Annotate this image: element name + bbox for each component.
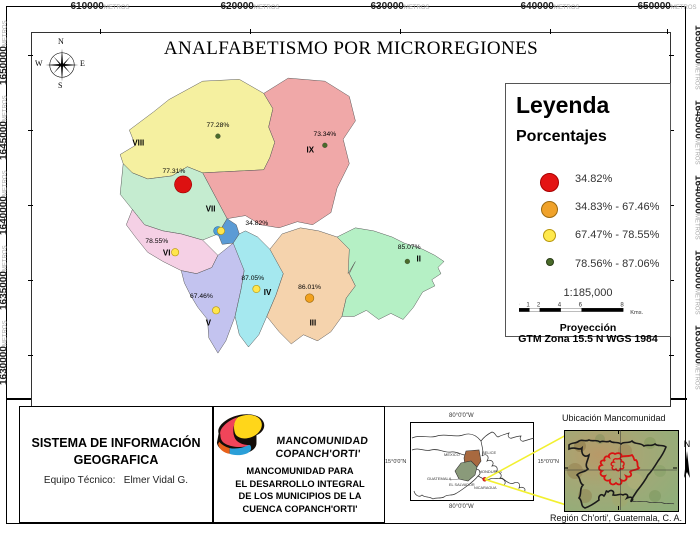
svg-text:1: 1: [526, 301, 530, 308]
svg-text:8: 8: [620, 301, 624, 308]
svg-text:2: 2: [537, 301, 541, 308]
svg-text:II: II: [417, 254, 421, 263]
svg-text:67.46%: 67.46%: [190, 293, 213, 300]
svg-text:73.34%: 73.34%: [313, 131, 336, 138]
svg-text:IX: IX: [307, 146, 315, 155]
svg-text:4: 4: [558, 301, 562, 308]
svg-text:BELICE: BELICE: [482, 450, 497, 455]
svg-text:III: III: [310, 319, 317, 328]
svg-text:VIII: VIII: [132, 138, 144, 147]
svg-text:6: 6: [579, 301, 583, 308]
svg-text:V: V: [206, 319, 212, 328]
svg-text:85.07%: 85.07%: [398, 244, 421, 251]
svg-text:34.82%: 34.82%: [245, 220, 268, 227]
svg-text:HONDURAS: HONDURAS: [479, 469, 502, 474]
svg-text:0: 0: [519, 301, 520, 308]
svg-text:77.31%: 77.31%: [163, 168, 186, 175]
svg-text:78.55%: 78.55%: [145, 238, 168, 245]
svg-text:77.28%: 77.28%: [207, 122, 230, 129]
svg-text:EL SALVADOR: EL SALVADOR: [449, 483, 475, 487]
svg-text:Kms.: Kms.: [630, 310, 643, 316]
svg-text:IV: IV: [264, 288, 272, 297]
svg-text:VII: VII: [206, 204, 216, 213]
svg-text:VI: VI: [163, 248, 171, 257]
svg-text:N: N: [684, 439, 691, 449]
svg-text:NICARAGUA: NICARAGUA: [474, 486, 497, 490]
svg-text:GUATEMALA: GUATEMALA: [427, 476, 452, 481]
svg-text:MEXICO: MEXICO: [444, 452, 460, 457]
svg-text:87.05%: 87.05%: [241, 275, 264, 282]
svg-text:86.01%: 86.01%: [298, 284, 321, 291]
